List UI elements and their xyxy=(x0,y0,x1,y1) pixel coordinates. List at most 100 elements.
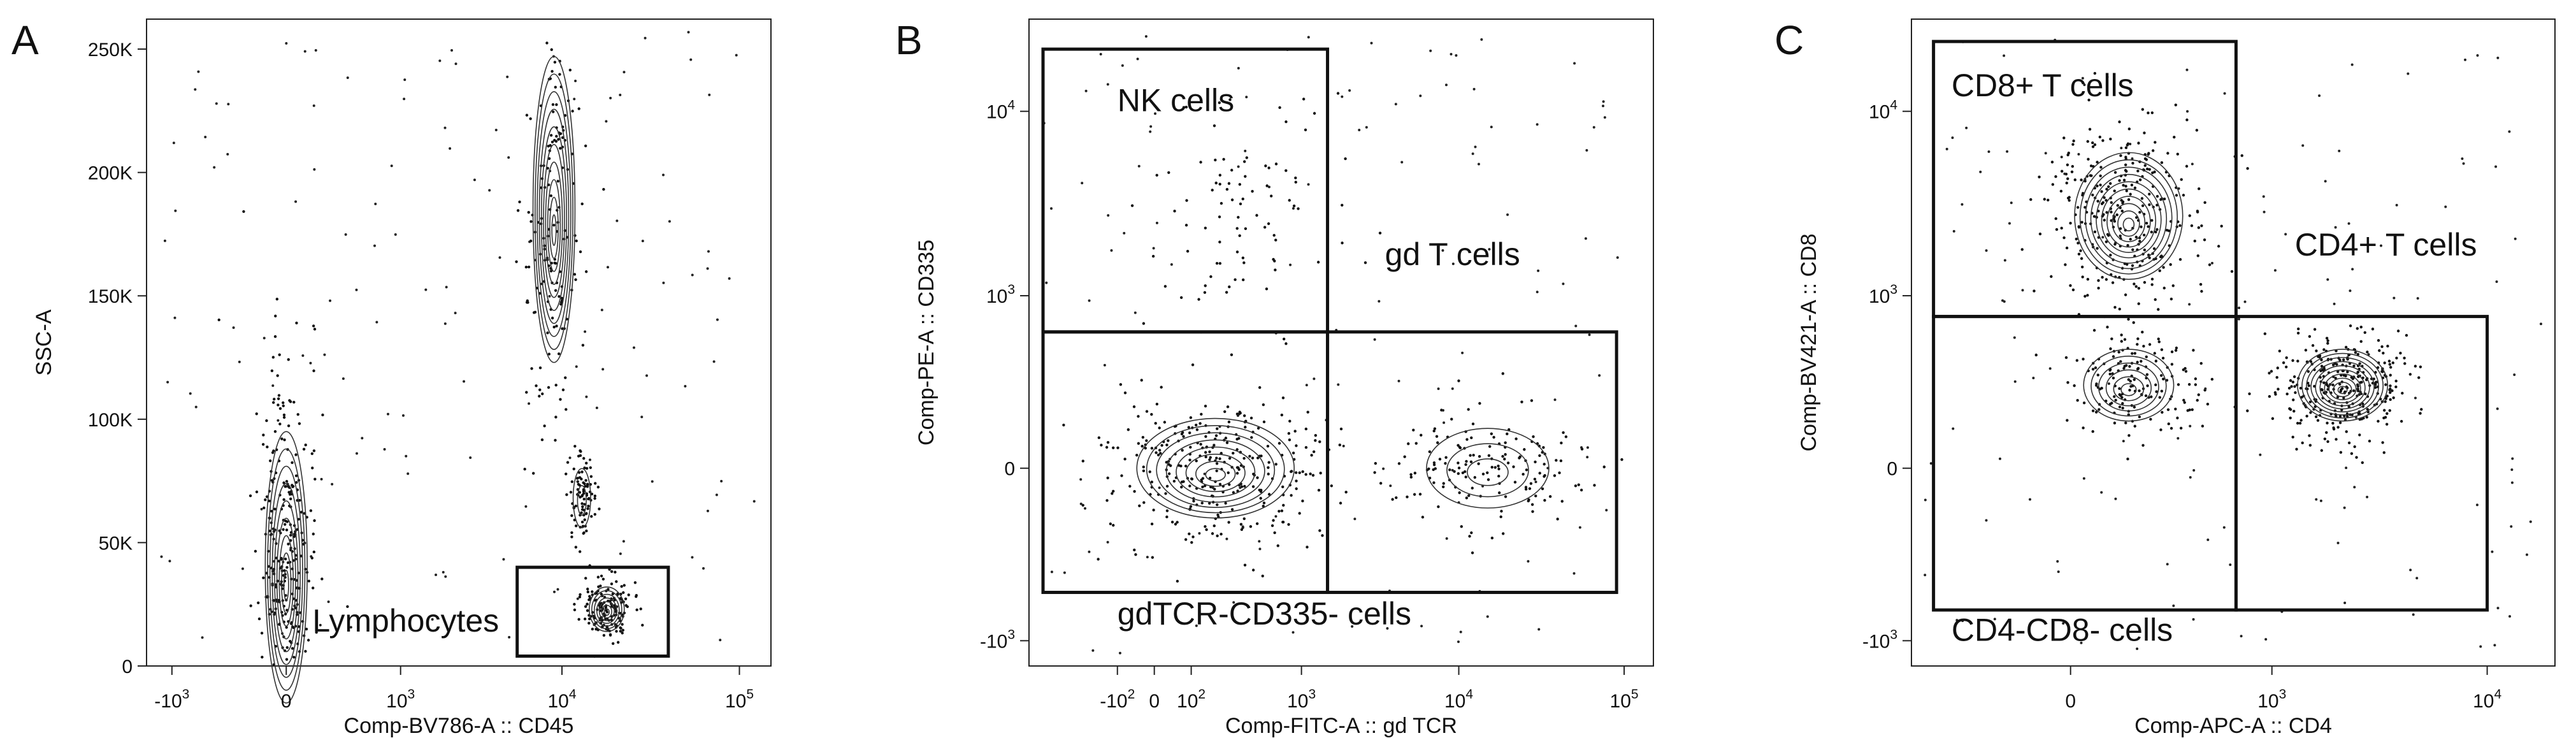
data-point xyxy=(257,617,261,621)
data-point xyxy=(1603,116,1606,119)
data-point xyxy=(1121,64,1124,67)
data-point xyxy=(1288,199,1291,202)
data-point xyxy=(586,590,590,594)
data-point xyxy=(2064,263,2067,266)
data-point xyxy=(2141,108,2145,111)
data-point xyxy=(2278,349,2282,353)
data-point xyxy=(2098,387,2102,391)
data-point xyxy=(1186,250,1190,253)
data-point xyxy=(2417,376,2421,379)
data-point xyxy=(163,239,166,242)
data-point xyxy=(1050,570,1053,574)
data-point xyxy=(2110,337,2113,340)
data-point xyxy=(1520,400,1523,403)
data-point xyxy=(1134,553,1137,556)
data-point xyxy=(2003,259,2006,262)
data-point xyxy=(2407,72,2410,75)
data-point xyxy=(1574,484,1578,488)
data-point xyxy=(1188,431,1191,435)
data-point xyxy=(1314,434,1318,437)
data-point xyxy=(1444,461,1447,465)
panel-label: A xyxy=(11,17,39,63)
data-point xyxy=(1457,379,1460,382)
data-point xyxy=(2129,238,2132,241)
data-point xyxy=(2109,254,2112,257)
data-point xyxy=(2119,360,2122,363)
data-point xyxy=(2366,351,2369,354)
data-point xyxy=(1156,453,1160,457)
data-point xyxy=(1598,374,1601,377)
data-point xyxy=(1289,263,1292,266)
data-point xyxy=(558,294,561,298)
data-point xyxy=(1267,185,1270,189)
data-point xyxy=(549,144,552,147)
data-point xyxy=(2294,391,2297,394)
data-point xyxy=(2395,203,2398,206)
data-point xyxy=(1429,49,1432,52)
data-point xyxy=(2420,408,2423,411)
data-point xyxy=(443,322,447,325)
x-tick-base: 0 xyxy=(281,691,292,712)
data-point xyxy=(1292,204,1296,208)
contour-level xyxy=(264,431,308,704)
data-point xyxy=(556,588,559,591)
data-point xyxy=(687,31,690,34)
data-point xyxy=(555,103,558,106)
y-tick-label: -103 xyxy=(1862,627,1897,652)
data-point xyxy=(570,514,573,517)
data-point xyxy=(1284,342,1288,345)
data-point xyxy=(2351,268,2354,271)
data-point xyxy=(2301,441,2304,445)
data-point xyxy=(2277,387,2280,391)
data-point xyxy=(2192,349,2195,352)
data-point xyxy=(2138,240,2141,243)
data-point xyxy=(524,505,528,508)
data-point xyxy=(2309,411,2312,414)
contour-level xyxy=(538,108,570,324)
data-point xyxy=(1469,460,1473,463)
data-point xyxy=(1304,128,1307,132)
data-point xyxy=(282,401,285,405)
data-point xyxy=(2185,68,2189,71)
data-point xyxy=(1106,476,1109,480)
data-point xyxy=(2113,171,2117,174)
data-point xyxy=(1295,487,1298,491)
data-point xyxy=(1263,226,1267,229)
x-axis-title: Comp-APC-A :: CD4 xyxy=(2134,714,2332,738)
data-point xyxy=(2051,183,2055,186)
data-point xyxy=(651,480,654,483)
data-point xyxy=(2103,196,2106,199)
data-point xyxy=(2096,247,2099,250)
data-point xyxy=(609,96,612,99)
data-point xyxy=(1145,439,1148,442)
data-point xyxy=(1458,445,1462,449)
data-point xyxy=(303,50,306,53)
data-point xyxy=(265,495,269,498)
data-point xyxy=(1572,572,1576,575)
data-point xyxy=(2264,638,2268,641)
data-point xyxy=(1079,478,1083,481)
data-point xyxy=(2029,498,2032,501)
data-point xyxy=(2129,385,2133,388)
data-point xyxy=(1465,459,1468,463)
data-point xyxy=(2496,607,2500,610)
data-point xyxy=(1471,422,1475,426)
data-point xyxy=(1190,477,1193,481)
data-point xyxy=(2248,392,2251,396)
data-point xyxy=(2338,382,2342,386)
data-point xyxy=(2106,233,2110,236)
data-point xyxy=(590,515,593,518)
data-point xyxy=(2171,284,2175,287)
data-point xyxy=(1142,465,1145,468)
data-point xyxy=(1236,489,1239,493)
data-point xyxy=(1469,454,1472,457)
data-point xyxy=(2356,384,2360,388)
data-point xyxy=(1318,529,1321,532)
data-point xyxy=(555,324,558,328)
y-tick-label: 0 xyxy=(1887,459,1897,480)
data-point xyxy=(1167,439,1170,442)
contour-level xyxy=(2074,152,2184,280)
data-point xyxy=(2495,280,2498,284)
data-point xyxy=(2386,344,2389,348)
